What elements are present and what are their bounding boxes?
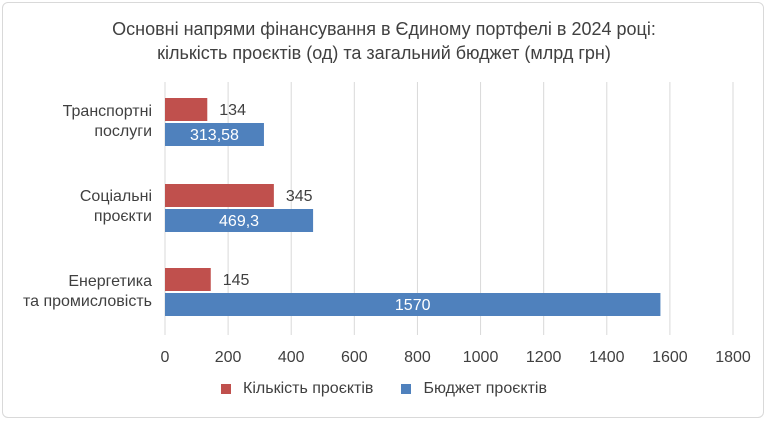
category-label-2: Енергетика та промисловість: [2, 272, 152, 312]
bar-budget-1: [165, 209, 314, 232]
data-label-count-2: 145: [223, 272, 250, 289]
category-label-0: Транспортні послуги: [2, 102, 152, 142]
category-label-line: та промисловість: [22, 293, 152, 310]
x-tick-label: 1400: [589, 349, 625, 366]
x-tick-label: 400: [278, 349, 305, 366]
x-tick-label: 800: [404, 349, 431, 366]
x-tick-label: 1600: [652, 349, 688, 366]
category-label-line: послуги: [94, 123, 152, 140]
data-label-count-1: 345: [286, 188, 313, 205]
bar-count-1: [165, 184, 274, 207]
category-label-line: Соціальні: [79, 188, 152, 205]
legend-item-budget: Бюджет проєктів: [401, 380, 547, 398]
legend-label-budget: Бюджет проєктів: [423, 380, 547, 397]
data-label-budget-0: 313,58: [190, 127, 239, 144]
x-tick-label: 0: [161, 349, 170, 366]
x-tick-label: 200: [215, 349, 242, 366]
chart-title-line-2: кількість проєктів (од) та загальний бюд…: [157, 43, 611, 63]
category-label-line: Транспортні: [62, 103, 152, 120]
legend-swatch-budget: [401, 384, 412, 394]
bar-budget-2: [165, 293, 661, 316]
x-tick-label: 1200: [526, 349, 562, 366]
legend-swatch-count: [221, 384, 232, 394]
bar-count-0: [165, 98, 208, 121]
chart-frame: [2, 2, 764, 418]
category-label-line: проєкти: [93, 208, 152, 225]
x-tick-label: 600: [341, 349, 368, 366]
legend-item-count: Кількість проєктів: [221, 380, 373, 398]
x-tick-label: 1800: [715, 349, 751, 366]
legend: Кількість проєктів Бюджет проєктів: [0, 380, 768, 398]
category-label-line: Енергетика: [68, 273, 152, 290]
data-label-count-0: 134: [219, 102, 246, 119]
data-label-budget-2: 1570: [395, 297, 431, 314]
x-tick-label: 1000: [463, 349, 499, 366]
bar-budget-0: [165, 123, 264, 146]
data-label-budget-1: 469,3: [219, 213, 259, 230]
bar-count-2: [165, 268, 211, 291]
category-label-1: Соціальні проєкти: [2, 187, 152, 227]
legend-label-count: Кількість проєктів: [243, 380, 374, 397]
chart-title-line-1: Основні напрями фінансування в Єдиному п…: [112, 19, 656, 39]
